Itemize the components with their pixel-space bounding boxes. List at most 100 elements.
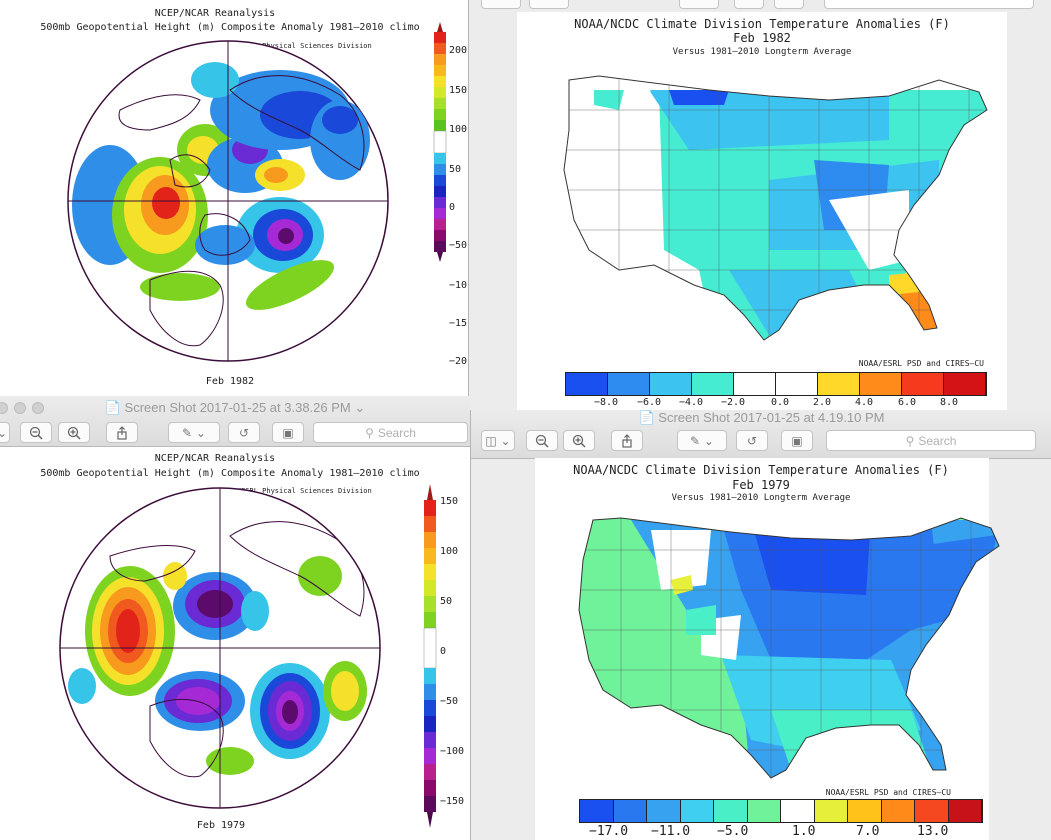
- toolbar-button[interactable]: [529, 0, 569, 9]
- plot-subtitle: Versus 1981–2010 Longterm Average: [671, 493, 851, 503]
- zoom-in-button[interactable]: [563, 430, 595, 451]
- colorbar-swatch: [781, 800, 815, 822]
- window-temp-1982: NOAA/NCDC Climate Division Temperature A…: [468, 0, 1051, 416]
- toolbar-button[interactable]: [734, 0, 764, 9]
- close-button[interactable]: [0, 402, 8, 414]
- colorbar-swatch: [776, 373, 818, 395]
- plot-credit: NOAA/ESRL PSD and CIRES–CU: [858, 359, 984, 368]
- window-title: 📄 Screen Shot 2017-01-25 at 3.38.26 PM ⌄: [104, 400, 366, 415]
- cb-tick: 1.0: [792, 824, 816, 839]
- colorbar-temp-1979: [579, 799, 983, 823]
- cb-tick: −50: [449, 240, 468, 251]
- plot-credit: NOAA/ESRL Physical Sciences Division: [220, 42, 372, 50]
- window-500mb-1979: 📄 Screen Shot 2017-01-25 at 3.38.26 PM ⌄…: [0, 396, 470, 840]
- colorbar-swatch: [613, 800, 647, 822]
- plot-date: Feb 1982: [205, 376, 255, 387]
- cb-tick: 150: [449, 85, 468, 96]
- colorbar-temp-1982: [565, 372, 987, 396]
- colorbar-swatch: [902, 373, 944, 395]
- plot-date: Feb 1982: [733, 31, 791, 45]
- colorbar-500mb-1982: [433, 22, 447, 262]
- colorbar-swatch: [848, 800, 882, 822]
- share-button[interactable]: [106, 422, 138, 443]
- cb-tick: −10: [449, 280, 468, 291]
- cb-tick: −100: [440, 746, 465, 757]
- document-icon: 📄: [638, 410, 655, 425]
- zoom-out-button[interactable]: [526, 430, 558, 451]
- toolbar-button[interactable]: [679, 0, 719, 9]
- chevron-down-icon: ⌄: [354, 400, 366, 415]
- colorbar-swatch: [734, 373, 776, 395]
- cb-tick: −5.0: [717, 824, 749, 839]
- plot-title: NOAA/NCDC Climate Division Temperature A…: [573, 463, 949, 477]
- rotate-button[interactable]: ↺: [228, 422, 260, 443]
- search-input[interactable]: [824, 0, 1034, 9]
- us-temperature-map: [578, 517, 1000, 779]
- colorbar-swatch: [881, 800, 915, 822]
- plot-title-line2: 500mb Geopotential Height (m) Composite …: [40, 468, 420, 479]
- sidebar-toggle-button[interactable]: ◫ ⌄: [481, 430, 515, 451]
- plot-date: Feb 1979: [196, 820, 246, 831]
- cb-tick: −17.0: [589, 824, 629, 839]
- zoom-out-icon: [535, 434, 549, 448]
- cb-tick: 50: [449, 164, 462, 175]
- colorbar-swatch: [647, 800, 681, 822]
- share-icon: [622, 433, 632, 448]
- polar-anomaly-map: [67, 22, 447, 362]
- plot-title-line2: 500mb Geopotential Height (m) Composite …: [40, 22, 420, 33]
- toolbox-button[interactable]: ▣: [781, 430, 813, 451]
- cb-tick: −50: [440, 696, 459, 707]
- cb-tick: 7.0: [856, 824, 880, 839]
- cb-tick: −2.0: [721, 397, 746, 408]
- toolbox-icon: ▣: [282, 425, 294, 440]
- markup-button[interactable]: ✎ ⌄: [677, 430, 727, 451]
- search-input[interactable]: ⚲ Search: [313, 422, 468, 443]
- rotate-icon: ↺: [238, 425, 250, 440]
- cb-tick: 13.0: [917, 824, 949, 839]
- plot-date: Feb 1979: [732, 478, 790, 492]
- window-titlebar[interactable]: 📄 Screen Shot 2017-01-25 at 4.19.10 PM ◫…: [471, 410, 1051, 459]
- window-titlebar[interactable]: 📄 Screen Shot 2017-01-25 at 3.38.26 PM ⌄…: [0, 396, 470, 447]
- cb-tick: 150: [440, 496, 459, 507]
- document-icon: 📄: [104, 400, 121, 415]
- colorbar-swatch: [915, 800, 949, 822]
- share-button[interactable]: [611, 430, 643, 451]
- cb-tick: −8.0: [594, 397, 619, 408]
- toolbar-button[interactable]: [481, 0, 521, 9]
- search-input[interactable]: ⚲ Search: [826, 430, 1036, 451]
- colorbar-swatch: [680, 800, 714, 822]
- cb-tick: 100: [449, 124, 468, 135]
- rotate-button[interactable]: ↺: [736, 430, 768, 451]
- window-title: 📄 Screen Shot 2017-01-25 at 4.19.10 PM: [638, 410, 885, 425]
- colorbar-swatch: [608, 373, 650, 395]
- cb-tick: 100: [440, 546, 459, 557]
- cb-tick: 0: [440, 646, 447, 657]
- toolbar-button[interactable]: [774, 0, 804, 9]
- cb-tick: 2.0: [813, 397, 832, 408]
- colorbar-swatch: [580, 800, 614, 822]
- markup-button[interactable]: ✎ ⌄: [168, 422, 220, 443]
- colorbar-swatch: [650, 373, 692, 395]
- colorbar-500mb-1979: [423, 484, 437, 828]
- rotate-icon: ↺: [746, 433, 758, 448]
- cb-tick: −20: [449, 356, 468, 367]
- sidebar-toggle-button[interactable]: ⌄: [0, 422, 10, 443]
- zoom-in-icon: [572, 434, 586, 448]
- cb-tick: −4.0: [679, 397, 704, 408]
- plot-title-line1: NCEP/NCAR Reanalysis: [154, 453, 276, 464]
- toolbox-button[interactable]: ▣: [272, 422, 304, 443]
- cb-tick: −15: [449, 318, 468, 329]
- chevron-down-icon: ⌄: [703, 433, 714, 448]
- minimize-button[interactable]: [14, 402, 26, 414]
- zoom-in-button[interactable]: [58, 422, 90, 443]
- share-icon: [117, 425, 127, 440]
- toolbox-icon: ▣: [791, 433, 803, 448]
- zoom-out-icon: [29, 426, 43, 440]
- search-icon: ⚲: [905, 433, 915, 448]
- zoom-button[interactable]: [32, 402, 44, 414]
- colorbar-swatch: [948, 800, 982, 822]
- colorbar-swatch: [747, 800, 781, 822]
- plot-title: NOAA/NCDC Climate Division Temperature A…: [574, 17, 950, 31]
- zoom-out-button[interactable]: [20, 422, 52, 443]
- cb-tick: −11.0: [651, 824, 691, 839]
